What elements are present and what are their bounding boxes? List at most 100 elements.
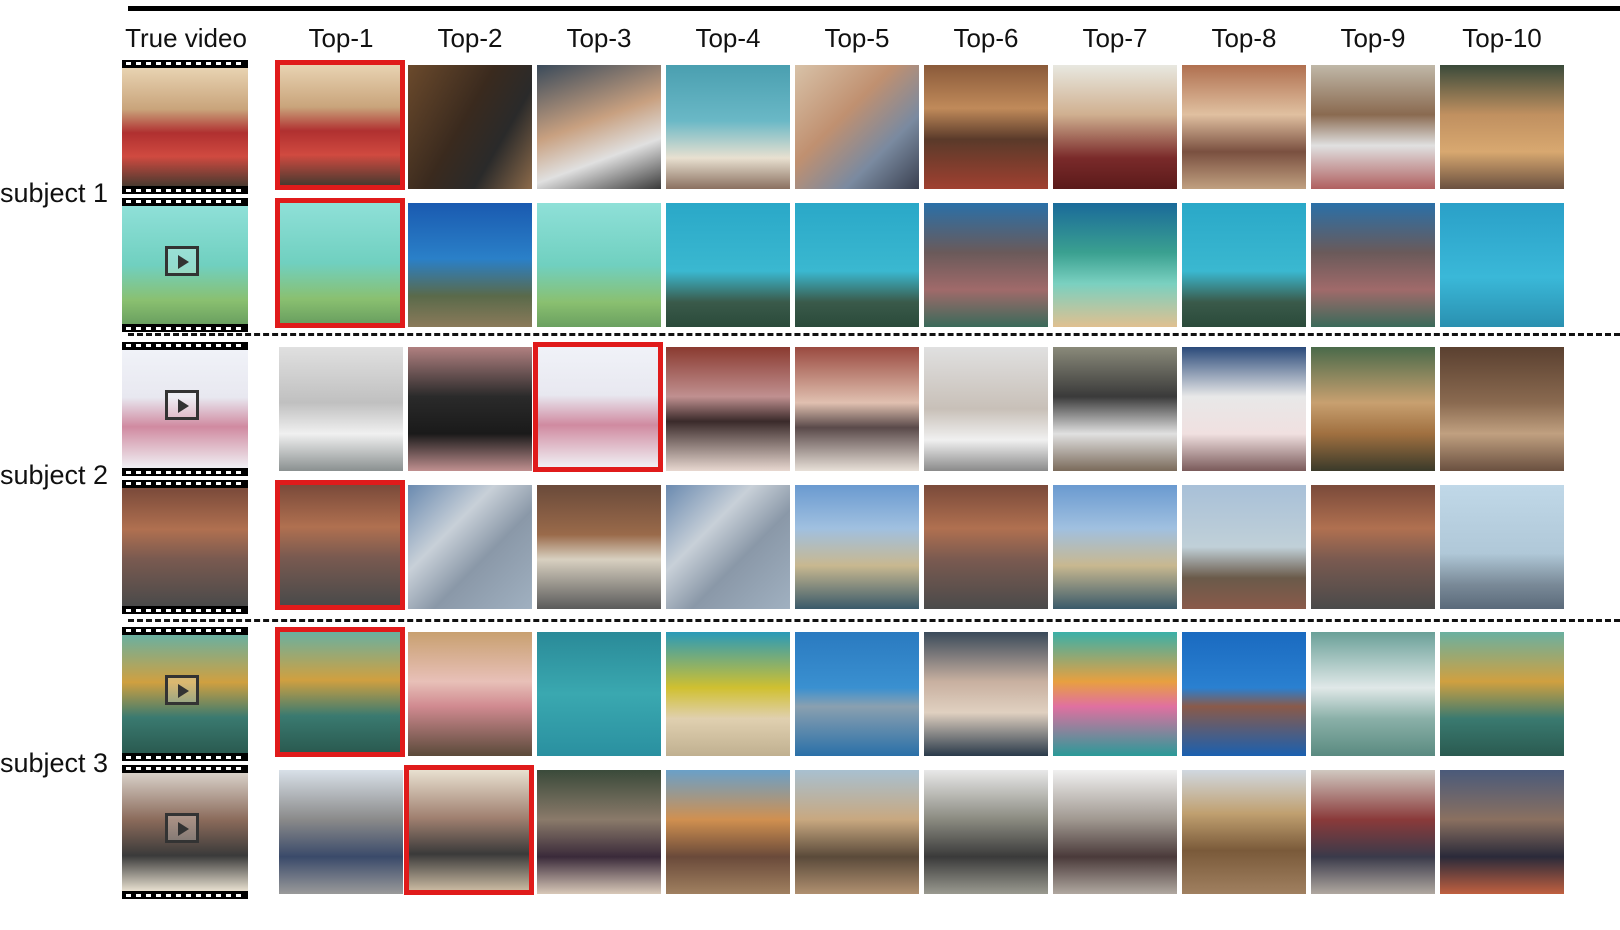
retrieved-thumbnail[interactable]	[1182, 485, 1306, 609]
retrieved-thumbnail[interactable]	[666, 203, 790, 327]
true-video-thumbnail[interactable]	[122, 342, 248, 476]
subject-label: subject 1	[0, 178, 109, 208]
subject-label: subject 3	[0, 748, 109, 778]
retrieved-thumbnail[interactable]	[279, 770, 403, 894]
retrieved-thumbnail[interactable]	[1182, 65, 1306, 189]
retrieved-thumbnail[interactable]	[924, 203, 1048, 327]
film-perforation	[126, 200, 244, 203]
retrieved-thumbnail[interactable]	[666, 770, 790, 894]
true-video-thumbnail[interactable]	[122, 480, 248, 614]
retrieved-thumbnail[interactable]	[795, 632, 919, 756]
column-header-top-3: Top-3	[566, 23, 632, 53]
retrieved-thumbnail[interactable]	[1440, 770, 1564, 894]
retrieved-thumbnail[interactable]	[1311, 770, 1435, 894]
play-icon[interactable]	[165, 390, 199, 420]
retrieved-thumbnail[interactable]	[1440, 347, 1564, 471]
retrieved-thumbnail[interactable]	[666, 65, 790, 189]
film-perforation	[126, 62, 244, 65]
retrieved-thumbnail-correct[interactable]	[404, 765, 534, 895]
retrieved-thumbnail[interactable]	[1053, 770, 1177, 894]
retrieved-thumbnail[interactable]	[666, 632, 790, 756]
column-header-top-7: Top-7	[1082, 23, 1148, 53]
retrieved-thumbnail[interactable]	[795, 65, 919, 189]
retrieved-thumbnail[interactable]	[1440, 632, 1564, 756]
retrieved-thumbnail[interactable]	[1053, 632, 1177, 756]
retrieved-thumbnail[interactable]	[1053, 485, 1177, 609]
retrieved-thumbnail[interactable]	[795, 347, 919, 471]
video-frame	[122, 488, 248, 606]
retrieved-thumbnail[interactable]	[1311, 632, 1435, 756]
retrieved-thumbnail[interactable]	[1311, 65, 1435, 189]
retrieved-thumbnail[interactable]	[795, 770, 919, 894]
retrieved-thumbnail[interactable]	[537, 632, 661, 756]
retrieved-thumbnail-correct[interactable]	[275, 198, 405, 328]
column-header-top-10: Top-10	[1462, 23, 1542, 53]
film-perforation	[126, 471, 244, 474]
retrieved-thumbnail[interactable]	[408, 347, 532, 471]
retrieved-thumbnail[interactable]	[924, 770, 1048, 894]
film-perforation	[126, 756, 244, 759]
retrieved-thumbnail[interactable]	[1440, 203, 1564, 327]
play-icon[interactable]	[165, 675, 199, 705]
retrieved-thumbnail[interactable]	[279, 347, 403, 471]
film-perforation	[126, 189, 244, 192]
retrieved-thumbnail[interactable]	[1440, 65, 1564, 189]
retrieved-thumbnail-correct[interactable]	[533, 342, 663, 472]
retrieved-thumbnail[interactable]	[1053, 347, 1177, 471]
retrieved-thumbnail[interactable]	[408, 632, 532, 756]
film-perforation	[126, 327, 244, 330]
retrieved-thumbnail[interactable]	[1311, 485, 1435, 609]
film-perforation	[126, 629, 244, 632]
column-header-top-9: Top-9	[1340, 23, 1406, 53]
true-video-thumbnail[interactable]	[122, 765, 248, 899]
retrieved-thumbnail-correct[interactable]	[275, 60, 405, 190]
retrieved-thumbnail[interactable]	[408, 203, 532, 327]
column-header-top-1: Top-1	[308, 23, 374, 53]
retrieved-thumbnail[interactable]	[1182, 347, 1306, 471]
retrieved-thumbnail[interactable]	[537, 203, 661, 327]
subject-separator	[128, 333, 1620, 336]
retrieved-thumbnail[interactable]	[795, 485, 919, 609]
film-perforation	[126, 344, 244, 347]
column-header-top-6: Top-6	[953, 23, 1019, 53]
retrieved-thumbnail[interactable]	[537, 65, 661, 189]
play-icon[interactable]	[165, 246, 199, 276]
retrieved-thumbnail[interactable]	[1182, 632, 1306, 756]
retrieved-thumbnail[interactable]	[1440, 485, 1564, 609]
retrieved-thumbnail[interactable]	[924, 632, 1048, 756]
true-video-thumbnail[interactable]	[122, 198, 248, 332]
retrieved-thumbnail[interactable]	[1311, 347, 1435, 471]
retrieved-thumbnail[interactable]	[537, 770, 661, 894]
retrieved-thumbnail[interactable]	[408, 65, 532, 189]
film-perforation	[126, 609, 244, 612]
retrieved-thumbnail[interactable]	[1053, 203, 1177, 327]
retrieved-thumbnail-correct[interactable]	[275, 480, 405, 610]
video-frame	[122, 68, 248, 186]
retrieved-thumbnail[interactable]	[924, 485, 1048, 609]
subject-label: subject 2	[0, 460, 109, 490]
retrieved-thumbnail[interactable]	[1311, 203, 1435, 327]
retrieved-thumbnail[interactable]	[666, 485, 790, 609]
column-header-top-5: Top-5	[824, 23, 890, 53]
retrieved-thumbnail[interactable]	[924, 347, 1048, 471]
true-video-header: True video	[125, 23, 247, 53]
column-header-top-2: Top-2	[437, 23, 503, 53]
retrieved-thumbnail[interactable]	[537, 485, 661, 609]
true-video-thumbnail[interactable]	[122, 627, 248, 761]
play-icon[interactable]	[165, 813, 199, 843]
subject-separator	[128, 619, 1620, 622]
retrieved-thumbnail[interactable]	[795, 203, 919, 327]
retrieved-thumbnail[interactable]	[1053, 65, 1177, 189]
true-video-thumbnail[interactable]	[122, 60, 248, 194]
retrieved-thumbnail[interactable]	[666, 347, 790, 471]
top-rule	[128, 6, 1620, 11]
retrieved-thumbnail-correct[interactable]	[275, 627, 405, 757]
retrieved-thumbnail[interactable]	[408, 485, 532, 609]
retrieved-thumbnail[interactable]	[1182, 203, 1306, 327]
column-header-top-8: Top-8	[1211, 23, 1277, 53]
retrieved-thumbnail[interactable]	[1182, 770, 1306, 894]
retrieved-thumbnail[interactable]	[924, 65, 1048, 189]
column-header-top-4: Top-4	[695, 23, 761, 53]
film-perforation	[126, 767, 244, 770]
film-perforation	[126, 482, 244, 485]
